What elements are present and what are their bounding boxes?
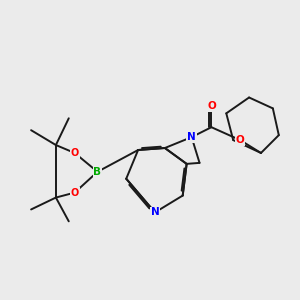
Text: N: N [151, 207, 159, 218]
Text: O: O [70, 188, 79, 198]
Text: O: O [70, 148, 79, 158]
Text: B: B [94, 167, 101, 177]
Text: O: O [236, 135, 244, 145]
Text: N: N [187, 132, 196, 142]
Text: O: O [207, 101, 216, 111]
